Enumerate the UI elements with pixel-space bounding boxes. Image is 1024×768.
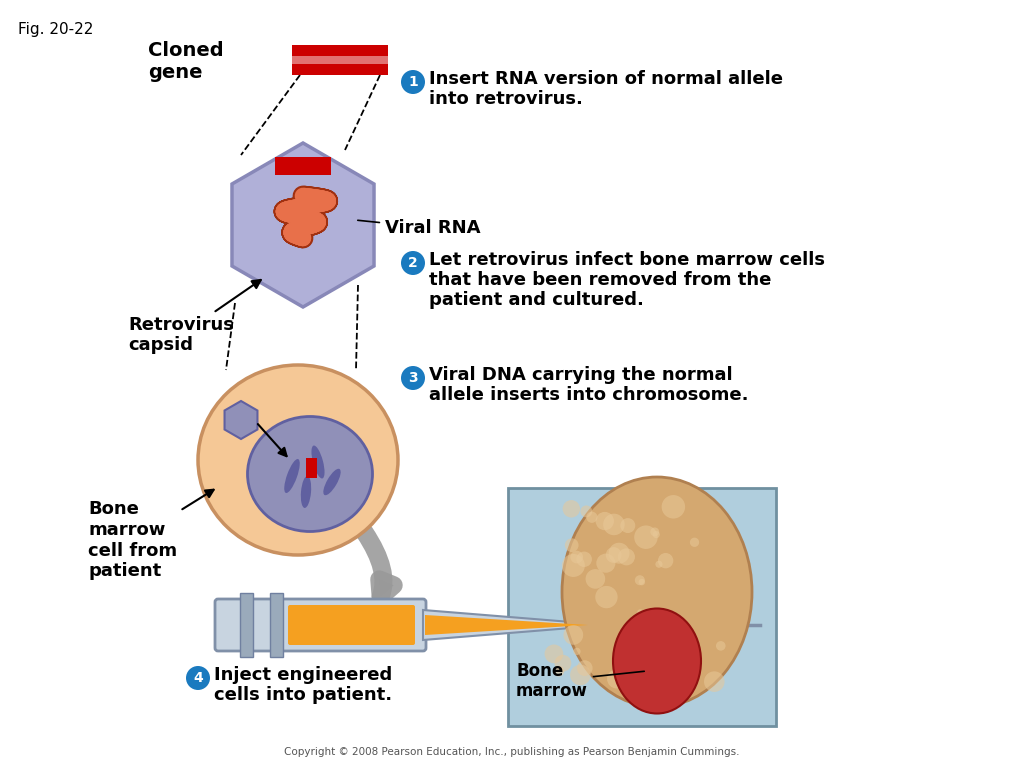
Text: that have been removed from the: that have been removed from the	[429, 271, 771, 289]
Circle shape	[608, 543, 630, 564]
Ellipse shape	[324, 468, 341, 495]
Circle shape	[554, 655, 571, 672]
Ellipse shape	[562, 477, 752, 707]
Circle shape	[570, 551, 583, 564]
Bar	[306, 458, 317, 478]
Circle shape	[626, 644, 635, 653]
Bar	[240, 593, 253, 657]
Polygon shape	[232, 143, 374, 307]
FancyBboxPatch shape	[288, 605, 415, 645]
Text: Inject engineered: Inject engineered	[214, 666, 392, 684]
Text: 3: 3	[409, 371, 418, 385]
Circle shape	[606, 547, 622, 563]
Bar	[292, 56, 388, 64]
Bar	[292, 45, 388, 75]
Text: Bone
marrow
cell from
patient: Bone marrow cell from patient	[88, 490, 214, 581]
Circle shape	[651, 670, 658, 677]
Circle shape	[596, 512, 614, 530]
Text: 4: 4	[194, 671, 203, 685]
Circle shape	[634, 525, 657, 549]
Text: into retrovirus.: into retrovirus.	[429, 90, 583, 108]
Circle shape	[652, 531, 659, 538]
Polygon shape	[423, 610, 608, 640]
Circle shape	[595, 586, 617, 608]
Circle shape	[562, 500, 580, 518]
Circle shape	[563, 625, 584, 645]
Text: patient and cultured.: patient and cultured.	[429, 291, 644, 309]
Circle shape	[662, 495, 685, 518]
Circle shape	[586, 569, 605, 589]
Circle shape	[401, 70, 425, 94]
Ellipse shape	[248, 416, 373, 531]
Text: Insert RNA version of normal allele: Insert RNA version of normal allele	[429, 70, 783, 88]
Text: Viral RNA: Viral RNA	[357, 219, 480, 237]
Circle shape	[587, 511, 597, 523]
Circle shape	[570, 665, 591, 685]
Text: 2: 2	[409, 256, 418, 270]
Circle shape	[637, 609, 644, 616]
FancyArrowPatch shape	[365, 532, 393, 597]
Bar	[270, 593, 283, 657]
Ellipse shape	[311, 445, 325, 478]
Circle shape	[186, 666, 210, 690]
Polygon shape	[425, 615, 588, 635]
Ellipse shape	[285, 459, 300, 493]
Circle shape	[581, 505, 592, 518]
Text: allele inserts into chromosome.: allele inserts into chromosome.	[429, 386, 749, 404]
Ellipse shape	[613, 608, 701, 713]
Text: Cloned
gene: Cloned gene	[148, 41, 223, 82]
Circle shape	[641, 638, 655, 653]
Circle shape	[650, 528, 659, 536]
Circle shape	[655, 561, 663, 568]
Text: Let retrovirus infect bone marrow cells: Let retrovirus infect bone marrow cells	[429, 251, 825, 269]
Bar	[508, 488, 776, 726]
FancyBboxPatch shape	[215, 599, 426, 651]
Circle shape	[577, 551, 592, 567]
Circle shape	[565, 538, 579, 552]
Polygon shape	[224, 401, 257, 439]
Circle shape	[401, 251, 425, 275]
Text: Retrovirus
capsid: Retrovirus capsid	[128, 280, 261, 354]
Circle shape	[673, 642, 681, 650]
Circle shape	[689, 659, 695, 665]
Text: Bone
marrow: Bone marrow	[516, 661, 644, 700]
Circle shape	[639, 579, 645, 585]
Circle shape	[573, 647, 581, 655]
Circle shape	[401, 366, 425, 390]
Circle shape	[635, 575, 645, 585]
Text: Copyright © 2008 Pearson Education, Inc., publishing as Pearson Benjamin Cumming: Copyright © 2008 Pearson Education, Inc.…	[285, 747, 739, 757]
Circle shape	[545, 644, 563, 664]
Bar	[275, 157, 331, 175]
Circle shape	[690, 538, 699, 547]
Circle shape	[617, 548, 635, 565]
Circle shape	[577, 660, 593, 676]
Ellipse shape	[198, 365, 398, 555]
Circle shape	[658, 553, 674, 568]
Circle shape	[621, 518, 635, 533]
Circle shape	[654, 660, 669, 674]
Text: Viral DNA carrying the normal: Viral DNA carrying the normal	[429, 366, 732, 384]
Circle shape	[607, 669, 627, 688]
Circle shape	[596, 554, 615, 573]
Text: cells into patient.: cells into patient.	[214, 686, 392, 704]
Circle shape	[705, 671, 725, 692]
Ellipse shape	[301, 476, 311, 508]
Circle shape	[716, 641, 726, 650]
Circle shape	[554, 666, 564, 677]
Text: 1: 1	[409, 75, 418, 89]
Text: Fig. 20-22: Fig. 20-22	[18, 22, 93, 37]
Circle shape	[674, 666, 696, 688]
Circle shape	[684, 663, 696, 674]
Circle shape	[562, 554, 585, 577]
Circle shape	[650, 654, 671, 674]
Circle shape	[603, 514, 625, 535]
